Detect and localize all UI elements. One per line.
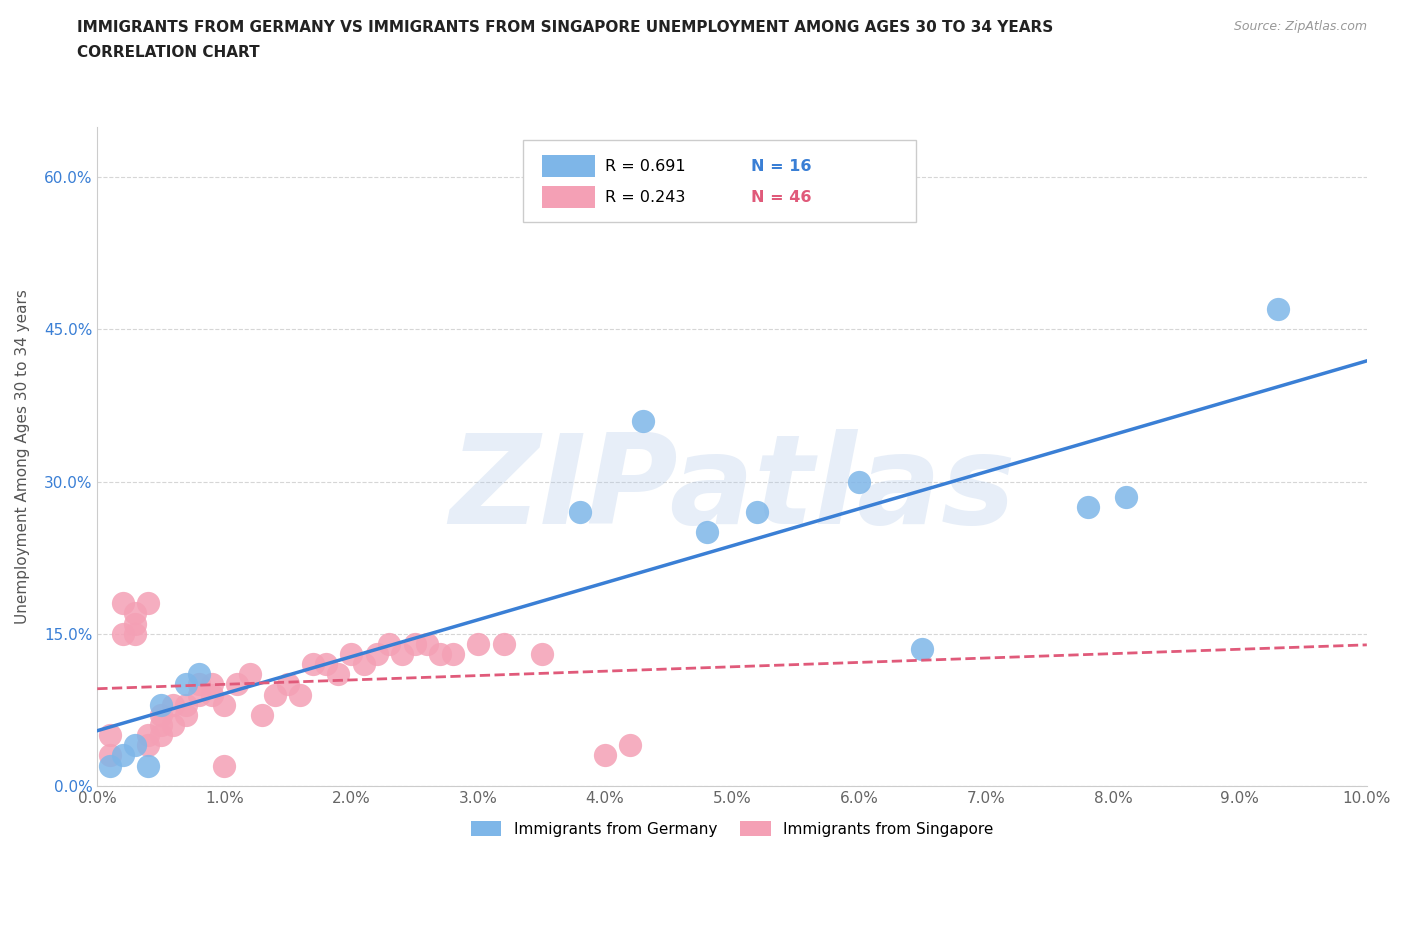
Point (162, 698, 184, 712)
Point (441, 646, 464, 661)
Text: N = 46: N = 46 (751, 190, 811, 205)
Point (98, 728, 121, 743)
Point (187, 667, 209, 682)
Point (124, 617, 146, 631)
Point (391, 646, 413, 661)
Point (124, 626, 146, 641)
Point (1076, 499, 1098, 514)
Point (911, 642, 934, 657)
Point (1115, 489, 1137, 504)
Point (136, 737, 159, 752)
Point (404, 636, 426, 651)
Point (187, 677, 209, 692)
Text: IMMIGRANTS FROM GERMANY VS IMMIGRANTS FROM SINGAPORE UNEMPLOYMENT AMONG AGES 30 : IMMIGRANTS FROM GERMANY VS IMMIGRANTS FR… (77, 20, 1053, 35)
Point (136, 758, 159, 773)
Point (696, 525, 718, 539)
Point (239, 667, 262, 682)
Point (593, 748, 616, 763)
FancyBboxPatch shape (541, 186, 595, 208)
Point (340, 646, 363, 661)
Point (225, 677, 247, 692)
Text: Source: ZipAtlas.com: Source: ZipAtlas.com (1233, 20, 1367, 33)
Text: CORRELATION CHART: CORRELATION CHART (77, 45, 260, 60)
Point (200, 687, 222, 702)
Text: R = 0.691: R = 0.691 (605, 159, 686, 174)
Point (149, 698, 172, 712)
Point (174, 677, 197, 692)
Text: R = 0.243: R = 0.243 (605, 190, 686, 205)
Point (111, 596, 134, 611)
Point (429, 646, 451, 661)
Point (530, 646, 553, 661)
Point (149, 718, 172, 733)
Point (252, 708, 274, 723)
Point (416, 636, 439, 651)
Point (111, 748, 134, 763)
Point (353, 657, 375, 671)
Point (492, 636, 515, 651)
Point (136, 596, 159, 611)
Point (111, 626, 134, 641)
Point (747, 505, 769, 520)
Point (290, 687, 312, 702)
Point (149, 708, 172, 723)
Point (467, 636, 489, 651)
Point (187, 687, 209, 702)
Y-axis label: Unemployment Among Ages 30 to 34 years: Unemployment Among Ages 30 to 34 years (15, 289, 30, 624)
Point (302, 657, 325, 671)
Point (98, 748, 121, 763)
FancyBboxPatch shape (541, 155, 595, 178)
Point (568, 505, 591, 520)
Point (162, 718, 184, 733)
Point (619, 737, 641, 752)
Point (212, 758, 235, 773)
Point (124, 606, 146, 621)
Point (212, 698, 235, 712)
Point (149, 728, 172, 743)
Point (277, 677, 299, 692)
Point (328, 667, 350, 682)
Text: N = 16: N = 16 (751, 159, 811, 174)
Point (378, 636, 401, 651)
Point (124, 737, 146, 752)
Point (631, 413, 654, 428)
Point (200, 677, 222, 692)
Point (174, 708, 197, 723)
Point (174, 698, 197, 712)
Point (264, 687, 287, 702)
Point (315, 657, 337, 671)
Point (366, 646, 388, 661)
FancyBboxPatch shape (523, 140, 917, 222)
Point (848, 474, 870, 489)
Point (98, 758, 121, 773)
Legend: Immigrants from Germany, Immigrants from Singapore: Immigrants from Germany, Immigrants from… (464, 813, 1001, 844)
Point (1267, 301, 1289, 316)
Point (136, 728, 159, 743)
Text: ZIPatlas: ZIPatlas (449, 429, 1015, 550)
